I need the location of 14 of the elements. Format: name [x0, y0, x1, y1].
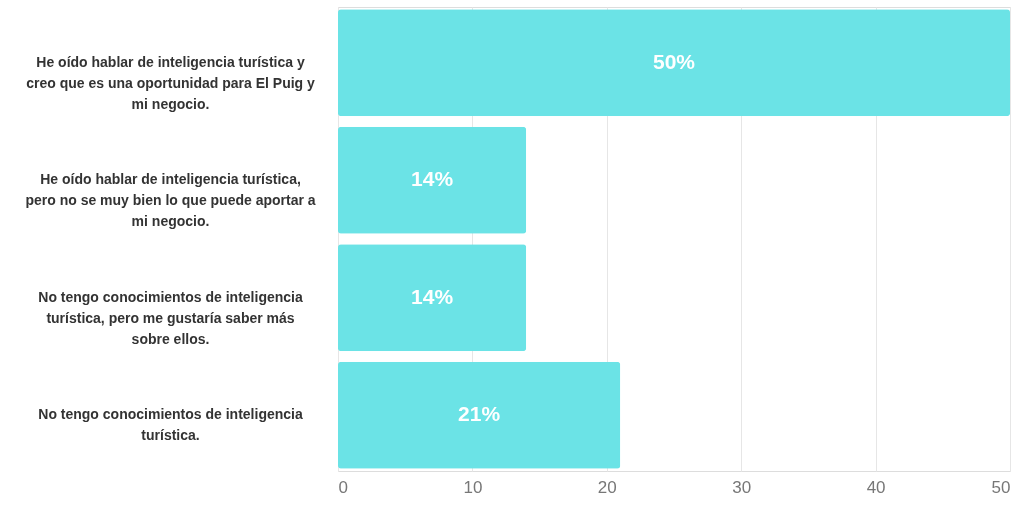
data-label: 50%	[652, 49, 696, 73]
y-tick-label: No tengo conocimientos de inteligencia turística.	[38, 406, 303, 444]
x-tick-label: 10	[463, 477, 483, 497]
data-label: 14%	[411, 167, 454, 191]
x-tick-label: 30	[732, 477, 752, 497]
data-label: 14%	[411, 284, 454, 308]
x-tick-label: 20	[597, 477, 617, 497]
x-tick-label: 0	[338, 477, 348, 497]
y-tick-label: He oído hablar de inteligencia turística y creo que es una oportunidad para El Puig y mi negocio.	[26, 53, 316, 112]
y-tick-label: He oído hablar de inteligencia turística, pero no se muy bien lo que puede aportar a mi negocio.	[25, 171, 316, 230]
x-tick-label: 50	[991, 477, 1011, 497]
y-tick-label: No tengo conocimientos de inteligencia turística, pero me gustaría saber más sobre ellos.	[38, 288, 303, 347]
data-label: 21%	[458, 402, 501, 426]
x-tick-label: 40	[866, 477, 886, 497]
